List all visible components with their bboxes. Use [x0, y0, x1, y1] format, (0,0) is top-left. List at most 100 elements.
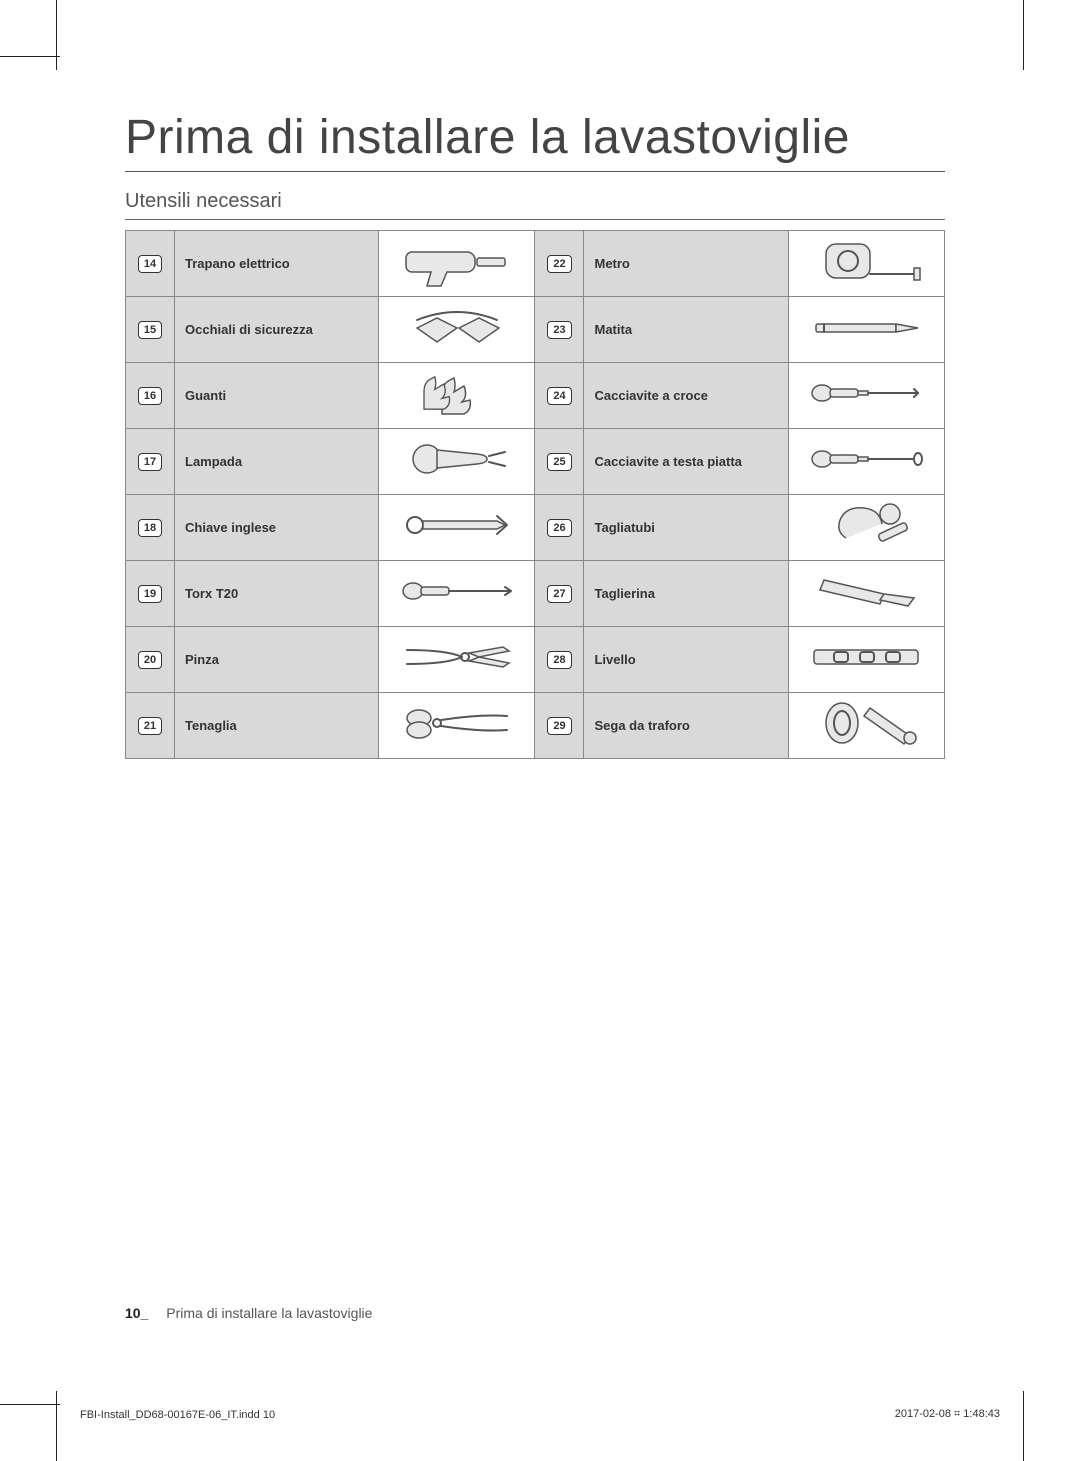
footer-text: Prima di installare la lavastoviglie	[166, 1305, 372, 1321]
name-cell: Sega da traforo	[584, 693, 788, 759]
drill-icon	[397, 275, 517, 292]
num-cell: 22	[535, 231, 584, 297]
tool-number: 23	[547, 321, 571, 339]
goggles-icon	[397, 341, 517, 358]
num-cell: 25	[535, 429, 584, 495]
table-row: 14 Trapano elettrico 22 Metro	[126, 231, 945, 297]
tool-number: 24	[547, 387, 571, 405]
table-row: 19 Torx T20 27 Taglierina	[126, 561, 945, 627]
gloves-icon	[397, 407, 517, 424]
tool-number: 14	[138, 255, 162, 273]
table-row: 15 Occhiali di sicurezza 23 Matita	[126, 297, 945, 363]
tool-number: 29	[547, 717, 571, 735]
tool-name: Chiave inglese	[185, 520, 276, 535]
num-cell: 28	[535, 627, 584, 693]
num-cell: 14	[126, 231, 175, 297]
name-cell: Cacciavite a croce	[584, 363, 788, 429]
icon-cell	[788, 561, 944, 627]
pliers-icon	[397, 671, 517, 688]
tool-number: 22	[547, 255, 571, 273]
icon-cell	[379, 693, 535, 759]
tool-number: 27	[547, 585, 571, 603]
name-cell: Pinza	[175, 627, 379, 693]
crop-mark	[56, 1391, 57, 1461]
tool-name: Pinza	[185, 652, 219, 667]
tool-number: 17	[138, 453, 162, 471]
crop-mark	[0, 1404, 60, 1405]
num-cell: 18	[126, 495, 175, 561]
tool-name: Metro	[594, 256, 629, 271]
num-cell: 26	[535, 495, 584, 561]
print-meta-left: FBI-Install_DD68-00167E-06_IT.indd 10	[80, 1409, 275, 1421]
num-cell: 21	[126, 693, 175, 759]
tool-name: Cacciavite a croce	[594, 388, 707, 403]
tools-table: 14 Trapano elettrico 22 Metro 15 Occhiali di …	[125, 230, 945, 759]
num-cell: 20	[126, 627, 175, 693]
icon-cell	[788, 363, 944, 429]
name-cell: Taglierina	[584, 561, 788, 627]
tool-name: Sega da traforo	[594, 718, 689, 733]
icon-cell	[788, 231, 944, 297]
name-cell: Cacciavite a testa piatta	[584, 429, 788, 495]
utility-knife-icon	[806, 605, 926, 622]
hole-saw-icon	[806, 737, 926, 754]
tool-number: 21	[138, 717, 162, 735]
tool-name: Tagliatubi	[594, 520, 654, 535]
pencil-icon	[806, 341, 926, 358]
icon-cell	[788, 627, 944, 693]
num-cell: 29	[535, 693, 584, 759]
icon-cell	[379, 627, 535, 693]
name-cell: Occhiali di sicurezza	[175, 297, 379, 363]
name-cell: Lampada	[175, 429, 379, 495]
footer: 10_ Prima di installare la lavastoviglie	[125, 1305, 372, 1321]
icon-cell	[379, 231, 535, 297]
name-cell: Tagliatubi	[584, 495, 788, 561]
icon-cell	[379, 363, 535, 429]
num-cell: 19	[126, 561, 175, 627]
tool-name: Trapano elettrico	[185, 256, 290, 271]
tool-name: Taglierina	[594, 586, 654, 601]
name-cell: Metro	[584, 231, 788, 297]
page-number: 10_	[125, 1305, 148, 1321]
crop-mark	[56, 0, 57, 70]
tool-number: 28	[547, 651, 571, 669]
tape-measure-icon	[806, 275, 926, 292]
icon-cell	[379, 297, 535, 363]
name-cell: Matita	[584, 297, 788, 363]
tool-name: Guanti	[185, 388, 226, 403]
print-meta-right: 2017-02-08 ⌗ 1:48:43	[895, 1408, 1000, 1421]
tool-name: Occhiali di sicurezza	[185, 322, 313, 337]
table-row: 17 Lampada 25 Cacciavite a testa piatta	[126, 429, 945, 495]
name-cell: Livello	[584, 627, 788, 693]
name-cell: Torx T20	[175, 561, 379, 627]
icon-cell	[379, 561, 535, 627]
tool-number: 26	[547, 519, 571, 537]
flashlight-icon	[397, 473, 517, 490]
table-row: 18 Chiave inglese 26 Tagliatubi	[126, 495, 945, 561]
tool-number: 15	[138, 321, 162, 339]
table-row: 16 Guanti 24 Cacciavite a croce	[126, 363, 945, 429]
table-row: 20 Pinza 28 Livello	[126, 627, 945, 693]
num-cell: 17	[126, 429, 175, 495]
pipe-cutter-icon	[806, 539, 926, 556]
num-cell: 16	[126, 363, 175, 429]
num-cell: 27	[535, 561, 584, 627]
name-cell: Guanti	[175, 363, 379, 429]
wrench-icon	[397, 539, 517, 556]
tool-name: Torx T20	[185, 586, 238, 601]
crop-mark	[0, 56, 60, 57]
icon-cell	[788, 693, 944, 759]
icon-cell	[788, 297, 944, 363]
tool-name: Cacciavite a testa piatta	[594, 454, 741, 469]
page-title: Prima di installare la lavastoviglie	[125, 110, 945, 172]
num-cell: 24	[535, 363, 584, 429]
tool-number: 18	[138, 519, 162, 537]
nippers-icon	[397, 737, 517, 754]
crop-mark	[1023, 0, 1024, 70]
torx-icon	[397, 605, 517, 622]
tool-number: 20	[138, 651, 162, 669]
tool-name: Tenaglia	[185, 718, 237, 733]
tool-name: Livello	[594, 652, 635, 667]
icon-cell	[788, 495, 944, 561]
crop-mark	[1023, 1391, 1024, 1461]
